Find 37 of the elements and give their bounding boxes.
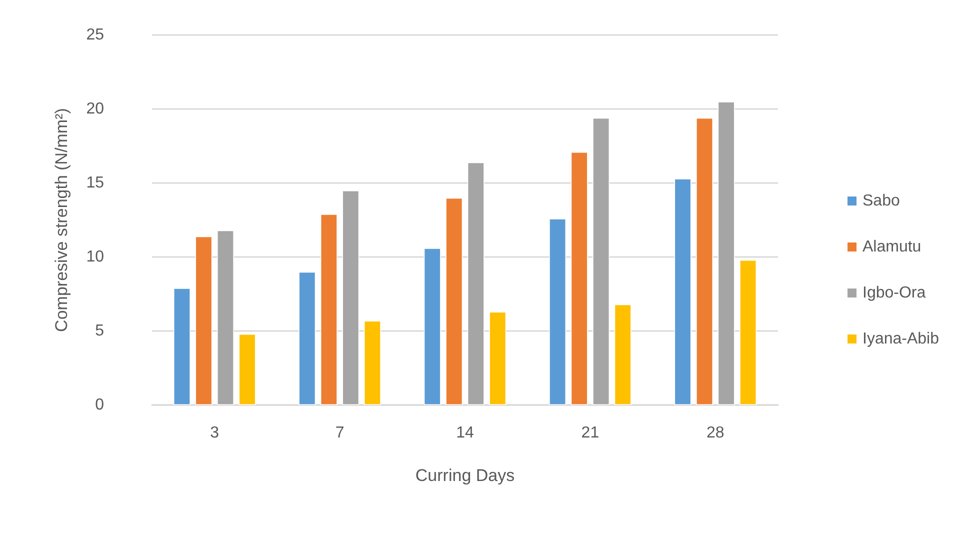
- bar: [342, 190, 360, 405]
- bar: [740, 260, 757, 405]
- bar: [446, 198, 463, 405]
- y-tick-label: 15: [86, 174, 104, 192]
- y-tick-label: 10: [86, 248, 104, 266]
- y-tick-label: 25: [86, 26, 104, 44]
- bar: [173, 288, 190, 405]
- x-tick-label: 14: [456, 424, 474, 442]
- bar: [424, 248, 441, 405]
- bar: [298, 272, 316, 405]
- bar: [674, 178, 692, 405]
- bar: [570, 152, 588, 405]
- x-tick-label: 21: [581, 424, 600, 442]
- bar: [718, 102, 735, 405]
- bar: [216, 230, 234, 405]
- bar: [489, 312, 506, 405]
- y-tick-label: 5: [95, 322, 104, 340]
- bar: [238, 334, 256, 405]
- y-tick-label: 0: [95, 396, 104, 414]
- bar: [696, 118, 714, 405]
- y-tick-label: 20: [86, 100, 104, 118]
- x-tick-label: 7: [335, 424, 344, 442]
- bar: [467, 162, 484, 405]
- x-axis-title: Curring Days: [415, 466, 515, 485]
- bar: [320, 214, 338, 405]
- legend-label: Alamutu: [862, 238, 922, 256]
- y-axis-title: Compresive strength (N/mm²): [52, 108, 71, 332]
- bar: [364, 320, 381, 405]
- bar: [614, 304, 632, 405]
- x-tick-label: 28: [706, 424, 724, 442]
- legend-label: Igbo-Ora: [862, 284, 926, 302]
- x-tick-label: 3: [210, 424, 220, 442]
- bar: [549, 218, 566, 405]
- bar: [592, 118, 610, 405]
- legend-label: Iyana-Abib: [862, 330, 940, 348]
- bar: [195, 236, 212, 405]
- legend-label: Sabo: [862, 192, 900, 210]
